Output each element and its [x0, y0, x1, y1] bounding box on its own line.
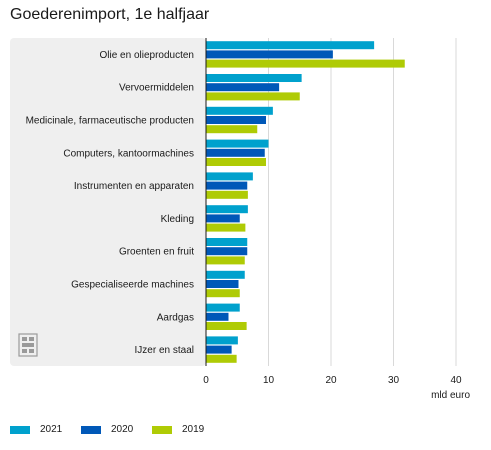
x-tick-labels: 0 10 20 30 40 [203, 375, 462, 386]
bar-2021 [206, 303, 240, 312]
bar-2019 [206, 158, 266, 166]
bar-2021 [206, 139, 269, 148]
category-label: Computers, kantoormachines [63, 148, 194, 159]
bar-2021 [206, 41, 375, 50]
bar-2019 [206, 354, 237, 363]
category-label: Groenten en fruit [119, 247, 194, 258]
bar-2020 [206, 214, 240, 223]
bar-2021 [206, 336, 238, 345]
category-label: Gespecialiseerde machines [71, 280, 194, 291]
label-panel [10, 38, 206, 366]
bar-2020 [206, 83, 280, 92]
category-label: Instrumenten en apparaten [74, 181, 194, 192]
bar-2020 [206, 50, 333, 59]
x-axis-unit: mld euro [431, 390, 470, 401]
legend-item: 2021 [10, 424, 81, 435]
bar-2020 [206, 280, 239, 288]
category-label: Aardgas [157, 312, 194, 323]
bar-2020 [206, 247, 248, 256]
bar-2021 [206, 74, 302, 82]
legend-swatch [10, 425, 30, 434]
bar-2019 [206, 190, 248, 199]
bar-2019 [206, 223, 246, 232]
x-tick-label: 20 [325, 375, 337, 386]
bar-2019 [206, 322, 247, 330]
legend-swatch [152, 425, 172, 434]
x-tick-label: 30 [388, 375, 400, 386]
category-label: Kleding [161, 214, 194, 225]
legend-item: 2019 [152, 424, 223, 435]
category-label: Medicinale, farmaceutische producten [26, 116, 194, 127]
legend-item: 2020 [81, 424, 152, 435]
x-tick-label: 10 [263, 375, 275, 386]
x-tick-label: 40 [450, 375, 462, 386]
category-label: Olie en olieproducten [99, 50, 194, 61]
category-labels: Olie en olieproducten Vervoermiddelen Medi… [26, 50, 195, 356]
grid-lines [268, 38, 457, 366]
bar-2021 [206, 238, 248, 246]
legend-swatch [81, 425, 101, 434]
bar-2019 [206, 92, 300, 101]
x-tick-label: 0 [203, 375, 209, 386]
bar-2020 [206, 312, 229, 321]
bar-2019 [206, 59, 405, 68]
legend-label: 2020 [111, 424, 134, 435]
legend-label: 2021 [40, 424, 63, 435]
bar-2020 [206, 345, 232, 354]
bar-2020 [206, 116, 266, 124]
bar-2019 [206, 256, 245, 265]
bar-2021 [206, 106, 273, 115]
legend: 2021 2020 2019 [10, 424, 223, 435]
legend-label: 2019 [182, 424, 205, 435]
bar-2021 [206, 205, 248, 214]
chart-title: Goederenimport, 1e halfjaar [10, 6, 210, 23]
category-label: IJzer en staal [135, 345, 194, 356]
bar-2019 [206, 125, 258, 134]
bar-2021 [206, 172, 253, 181]
bar-2019 [206, 289, 240, 298]
bar-2020 [206, 148, 265, 157]
bar-2021 [206, 270, 245, 279]
category-label: Vervoermiddelen [119, 83, 194, 94]
cbs-logo-icon [18, 333, 38, 357]
bar-2020 [206, 181, 248, 190]
bars [206, 41, 405, 363]
